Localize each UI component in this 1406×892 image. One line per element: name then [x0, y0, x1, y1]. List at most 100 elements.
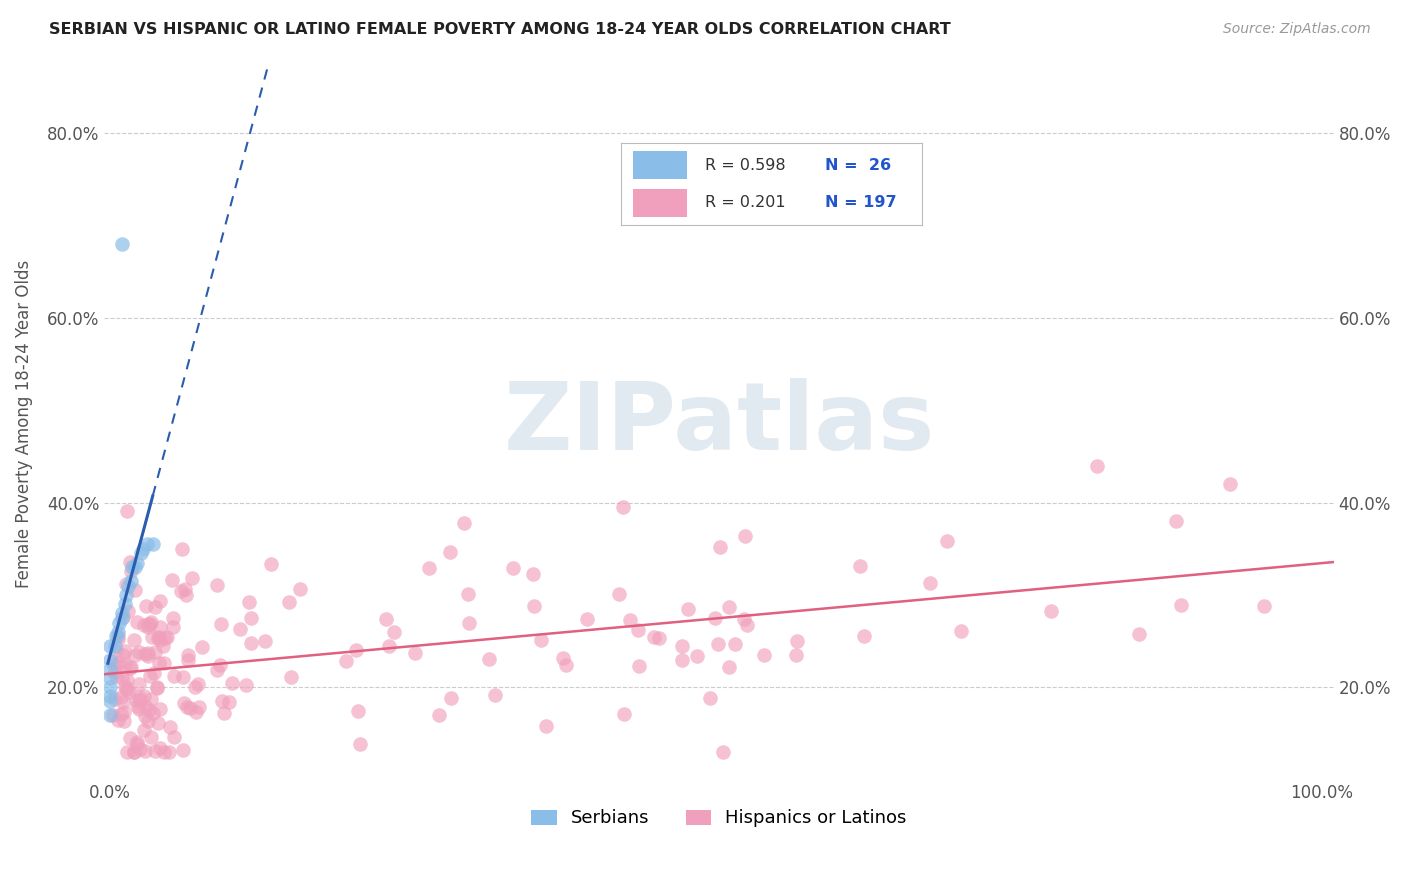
Point: [114, 577, 136, 591]
Point: [122, 745, 145, 759]
Point: [1219, 477, 1241, 491]
Point: [290, 582, 312, 596]
Point: [626, 623, 648, 637]
Point: [613, 706, 636, 721]
Point: [238, 595, 260, 609]
Point: [115, 504, 138, 518]
Point: [733, 612, 755, 626]
Point: [156, 630, 179, 644]
Point: [136, 620, 159, 634]
Point: [142, 706, 165, 720]
Point: [853, 629, 876, 643]
Point: [172, 743, 194, 757]
Point: [174, 588, 197, 602]
Point: [134, 709, 156, 723]
Text: SERBIAN VS HISPANIC OR LATINO FEMALE POVERTY AMONG 18-24 YEAR OLDS CORRELATION C: SERBIAN VS HISPANIC OR LATINO FEMALE POV…: [49, 22, 950, 37]
Point: [734, 529, 756, 543]
Point: [534, 719, 557, 733]
Point: [114, 681, 136, 696]
Point: [98, 694, 121, 708]
Point: [153, 631, 176, 645]
Point: [162, 730, 184, 744]
Point: [671, 639, 693, 653]
Point: [177, 653, 200, 667]
Point: [676, 602, 699, 616]
Point: [170, 542, 193, 557]
Point: [132, 723, 155, 737]
Point: [752, 648, 775, 662]
Point: [1085, 458, 1108, 473]
Point: [848, 558, 870, 573]
Point: [221, 676, 243, 690]
Point: [335, 654, 357, 668]
Point: [146, 632, 169, 646]
Point: [138, 646, 160, 660]
Point: [160, 573, 183, 587]
Point: [228, 622, 250, 636]
Point: [125, 615, 148, 630]
Point: [170, 584, 193, 599]
Point: [143, 744, 166, 758]
Text: Source: ZipAtlas.com: Source: ZipAtlas.com: [1223, 22, 1371, 37]
Point: [118, 661, 141, 675]
Point: [148, 594, 170, 608]
Point: [112, 705, 135, 719]
Point: [643, 630, 665, 644]
Point: [112, 695, 135, 709]
Point: [112, 714, 135, 728]
Point: [135, 700, 157, 714]
Point: [149, 633, 172, 648]
Point: [619, 613, 641, 627]
Point: [128, 645, 150, 659]
Point: [136, 649, 159, 664]
Point: [235, 678, 257, 692]
Point: [163, 669, 186, 683]
Point: [129, 546, 152, 560]
Point: [138, 714, 160, 729]
Point: [179, 701, 201, 715]
Point: [107, 629, 129, 643]
Point: [718, 600, 741, 615]
Point: [128, 690, 150, 705]
Point: [347, 704, 370, 718]
Point: [143, 599, 166, 614]
Point: [1170, 598, 1192, 612]
Point: [918, 576, 941, 591]
Point: [523, 599, 546, 613]
Point: [139, 731, 162, 745]
Point: [120, 574, 142, 588]
Point: [1040, 604, 1063, 618]
Point: [134, 744, 156, 758]
Point: [125, 556, 148, 570]
Point: [114, 644, 136, 658]
Point: [149, 620, 172, 634]
Point: [98, 639, 121, 653]
Point: [207, 577, 229, 591]
Point: [115, 745, 138, 759]
Point: [127, 735, 149, 749]
Point: [107, 624, 129, 639]
Point: [107, 615, 129, 630]
Point: [522, 567, 544, 582]
Point: [706, 637, 728, 651]
Point: [551, 651, 574, 665]
Point: [122, 633, 145, 648]
Point: [98, 680, 121, 694]
Point: [177, 648, 200, 662]
Point: [187, 677, 209, 691]
Point: [786, 633, 808, 648]
Point: [143, 645, 166, 659]
Point: [1253, 599, 1275, 613]
Point: [209, 616, 232, 631]
Point: [142, 537, 165, 551]
Point: [277, 595, 299, 609]
Point: [735, 617, 758, 632]
Point: [134, 647, 156, 661]
Point: [124, 648, 146, 663]
Point: [111, 648, 134, 662]
Point: [427, 707, 450, 722]
Point: [115, 673, 138, 687]
Point: [211, 694, 233, 708]
Point: [162, 620, 184, 634]
Point: [628, 658, 651, 673]
